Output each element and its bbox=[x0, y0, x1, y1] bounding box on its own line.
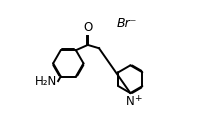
Text: Br⁻: Br⁻ bbox=[116, 17, 137, 30]
Text: O: O bbox=[83, 21, 92, 34]
Text: N: N bbox=[126, 95, 135, 108]
Text: H₂N: H₂N bbox=[35, 75, 57, 88]
Text: +: + bbox=[134, 94, 141, 103]
